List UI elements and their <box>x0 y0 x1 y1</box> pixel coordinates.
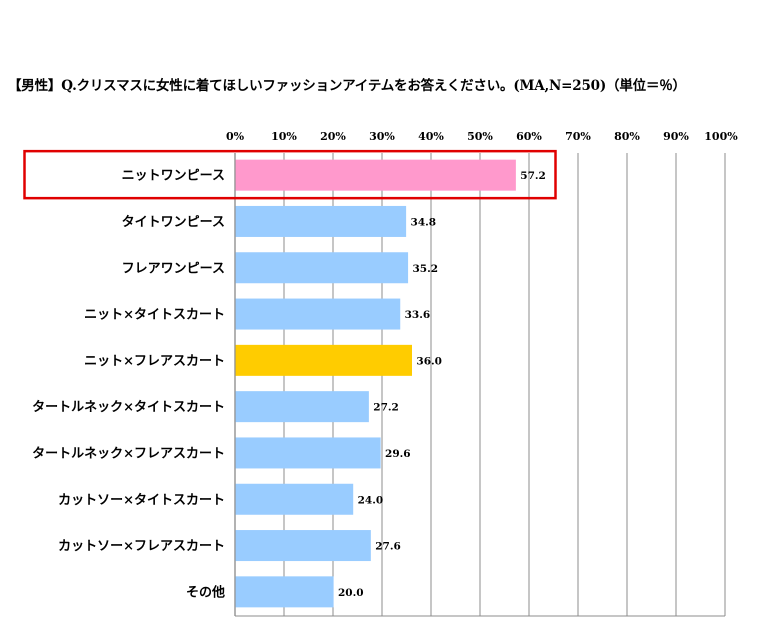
data-label: 35.2 <box>412 263 438 275</box>
x-tick-label: 100% <box>704 130 738 143</box>
data-label: 36.0 <box>416 355 442 367</box>
x-tick-label: 60% <box>516 130 542 143</box>
x-tick-label: 30% <box>369 130 395 143</box>
data-label: 33.6 <box>405 309 431 321</box>
highlight-box <box>23 149 557 200</box>
x-tick-label: 20% <box>320 130 346 143</box>
x-tick-label: 70% <box>565 130 591 143</box>
category-label: カットソー×タイトスカート <box>58 493 225 508</box>
data-label: 27.6 <box>375 541 401 553</box>
category-label: その他 <box>186 584 225 600</box>
x-tick-label: 50% <box>467 130 493 143</box>
data-label: 29.6 <box>385 448 411 460</box>
bar <box>235 437 381 469</box>
x-tick-label: 90% <box>663 130 689 143</box>
bar <box>235 205 407 237</box>
category-label: タイトワンピース <box>122 215 225 230</box>
category-label: フレアワンピース <box>122 261 225 276</box>
category-label: ニットワンピース <box>122 169 225 184</box>
category-label: ニット×タイトスカート <box>84 308 225 323</box>
category-label: タートルネック×タイトスカート <box>32 400 225 415</box>
bar <box>235 483 354 515</box>
category-label: カットソー×フレアスカート <box>58 539 225 554</box>
category-label: タートルネック×フレアスカート <box>32 446 225 461</box>
bar <box>235 252 409 284</box>
data-label: 27.2 <box>373 402 399 414</box>
bar <box>235 391 369 423</box>
category-label: ニット×フレアスカート <box>84 354 225 369</box>
bars <box>235 159 516 608</box>
highlight-layer <box>23 149 557 200</box>
data-label: 24.0 <box>358 494 384 506</box>
bar <box>235 530 371 562</box>
chart-title: 【男性】Q.クリスマスに女性に着てほしいファッションアイテムをお答えください。(… <box>8 78 686 94</box>
bar <box>235 344 412 376</box>
bar <box>235 159 516 191</box>
data-label: 34.8 <box>411 216 437 228</box>
value-labels: 57.2 34.8 35.2 33.6 36.0 27.2 29.6 24.0 27.6 20.0 <box>338 170 546 599</box>
x-tick-label: 0% <box>226 130 245 143</box>
bar <box>235 576 334 608</box>
category-labels: ニットワンピースタイトワンピースフレアワンピースニット×タイトスカートニット×フ… <box>32 169 225 601</box>
data-label: 57.2 <box>520 170 546 182</box>
x-tick-label: 40% <box>418 130 444 143</box>
bar <box>235 298 401 330</box>
x-tick-label: 10% <box>271 130 297 143</box>
data-label: 20.0 <box>338 587 364 599</box>
x-tick-label: 80% <box>614 130 640 143</box>
x-axis-ticks: 0% 10% 20% 30% 40% 50% 60% 70% 80% 90% 100% <box>226 130 738 143</box>
